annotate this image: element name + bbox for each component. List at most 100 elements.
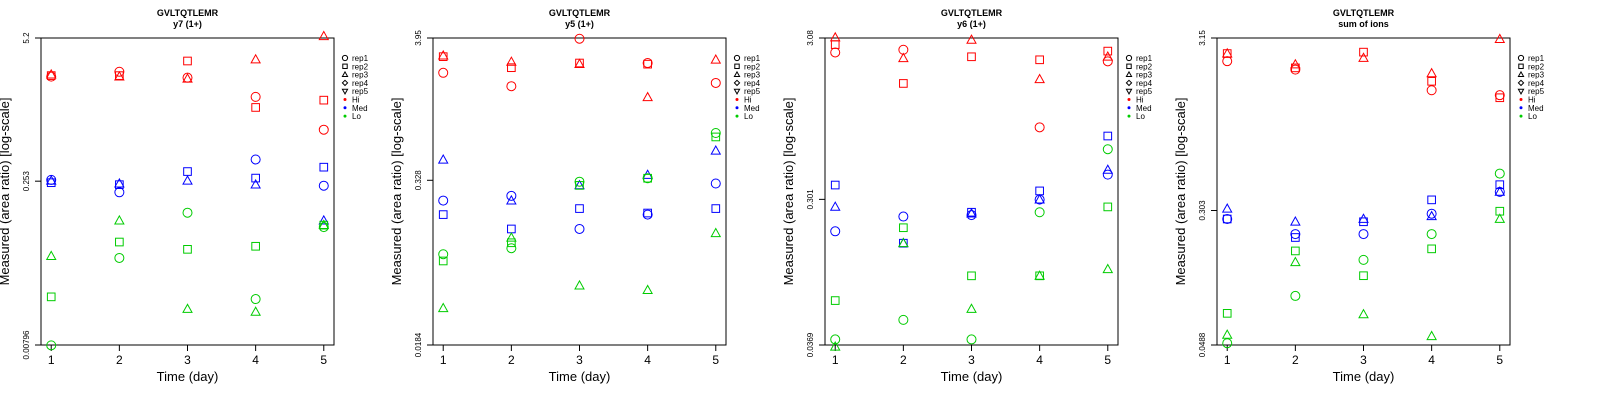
- plot-frame: [40, 37, 335, 346]
- legend-label: rep3: [352, 71, 369, 80]
- legend-marker: [1519, 98, 1523, 101]
- data-point: [1035, 55, 1044, 65]
- legend-marker: [1127, 98, 1131, 101]
- legend-label: Lo: [1528, 112, 1537, 121]
- y-tick-label: 5.2: [22, 32, 31, 44]
- data-point: [1102, 169, 1113, 180]
- legend-marker: [1519, 106, 1523, 110]
- x-tick-label: 3: [1360, 353, 1367, 367]
- data-point: [507, 224, 516, 234]
- data-point: [830, 296, 840, 305]
- legend-label: rep1: [352, 54, 369, 63]
- data-point: [1359, 271, 1368, 281]
- data-point: [642, 284, 653, 295]
- data-point: [898, 211, 909, 222]
- data-point: [114, 187, 125, 198]
- data-point: [1290, 216, 1301, 226]
- data-point: [1358, 254, 1369, 265]
- data-point: [437, 302, 449, 313]
- data-point: [898, 237, 909, 248]
- data-point: [319, 95, 329, 105]
- data-point: [114, 214, 125, 225]
- legend-label: Lo: [744, 112, 753, 121]
- y-axis-label: Measured (area ratio) [log-scale]: [389, 98, 404, 286]
- x-tick-label: 2: [900, 353, 907, 367]
- data-point: [45, 68, 57, 79]
- legend-marker: [1518, 63, 1524, 70]
- data-point: [182, 303, 193, 313]
- data-point: [318, 219, 330, 230]
- data-point: [1426, 208, 1437, 219]
- data-point: [318, 222, 329, 233]
- data-point: [250, 294, 261, 305]
- legend-marker: [735, 106, 739, 110]
- legend-label: Lo: [352, 112, 361, 121]
- legend-marker: [343, 98, 347, 101]
- data-point: [711, 204, 721, 213]
- data-point: [183, 56, 192, 66]
- x-tick-label: 2: [116, 353, 123, 367]
- data-point: [967, 271, 976, 281]
- data-point: [1494, 33, 1506, 44]
- data-point: [1034, 193, 1045, 204]
- data-point: [319, 162, 329, 172]
- legend-marker: [735, 98, 739, 101]
- data-point: [1426, 330, 1437, 341]
- data-point: [967, 52, 976, 62]
- legend-marker: [341, 79, 349, 87]
- data-point: [966, 334, 977, 345]
- data-point: [250, 154, 261, 165]
- x-tick-label: 4: [644, 353, 651, 367]
- chart-title: GVLTQTLEMR: [549, 8, 611, 18]
- data-point: [1103, 131, 1113, 141]
- data-point: [830, 226, 841, 237]
- data-point: [1495, 180, 1505, 190]
- legend-label: Hi: [1528, 96, 1536, 105]
- legend-marker: [1517, 70, 1525, 78]
- data-point: [438, 249, 449, 260]
- data-point: [710, 77, 721, 88]
- legend-label: rep4: [744, 79, 761, 88]
- data-point: [1291, 246, 1300, 256]
- data-point: [898, 52, 909, 63]
- data-point: [251, 103, 260, 112]
- legend-marker: [1519, 114, 1523, 118]
- data-point: [250, 91, 261, 102]
- data-point: [438, 210, 448, 219]
- data-point: [575, 204, 584, 213]
- data-point: [46, 292, 56, 302]
- data-point: [574, 58, 585, 69]
- legend-label: Hi: [744, 96, 752, 105]
- data-point: [1102, 263, 1114, 274]
- legend-marker: [1125, 79, 1133, 87]
- data-point: [1103, 46, 1113, 56]
- data-point: [1034, 73, 1045, 84]
- plot-frame: [432, 37, 727, 346]
- legend-marker: [733, 54, 741, 62]
- data-point: [1290, 229, 1301, 240]
- x-tick-label: 4: [252, 353, 259, 367]
- chart-subtitle: y6 (1+): [957, 19, 986, 29]
- x-tick-label: 5: [320, 353, 327, 367]
- legend-label: rep3: [1528, 71, 1545, 80]
- x-tick-label: 4: [1428, 353, 1435, 367]
- data-point: [966, 210, 977, 221]
- data-point: [1221, 329, 1233, 339]
- x-tick-label: 1: [440, 353, 447, 367]
- data-point: [506, 190, 517, 201]
- data-point: [830, 40, 840, 49]
- y-axis-label: Measured (area ratio) [log-scale]: [1173, 98, 1188, 286]
- data-point: [829, 340, 841, 351]
- data-point: [966, 303, 977, 313]
- data-point: [250, 53, 261, 64]
- data-point: [506, 81, 517, 92]
- legend-marker: [734, 63, 740, 70]
- plot-frame: [824, 37, 1119, 346]
- data-point: [182, 72, 193, 83]
- x-axis-label: Time (day): [941, 369, 1003, 384]
- data-point: [183, 167, 192, 176]
- data-point: [1290, 58, 1301, 69]
- data-point: [437, 153, 449, 164]
- data-point: [711, 132, 721, 142]
